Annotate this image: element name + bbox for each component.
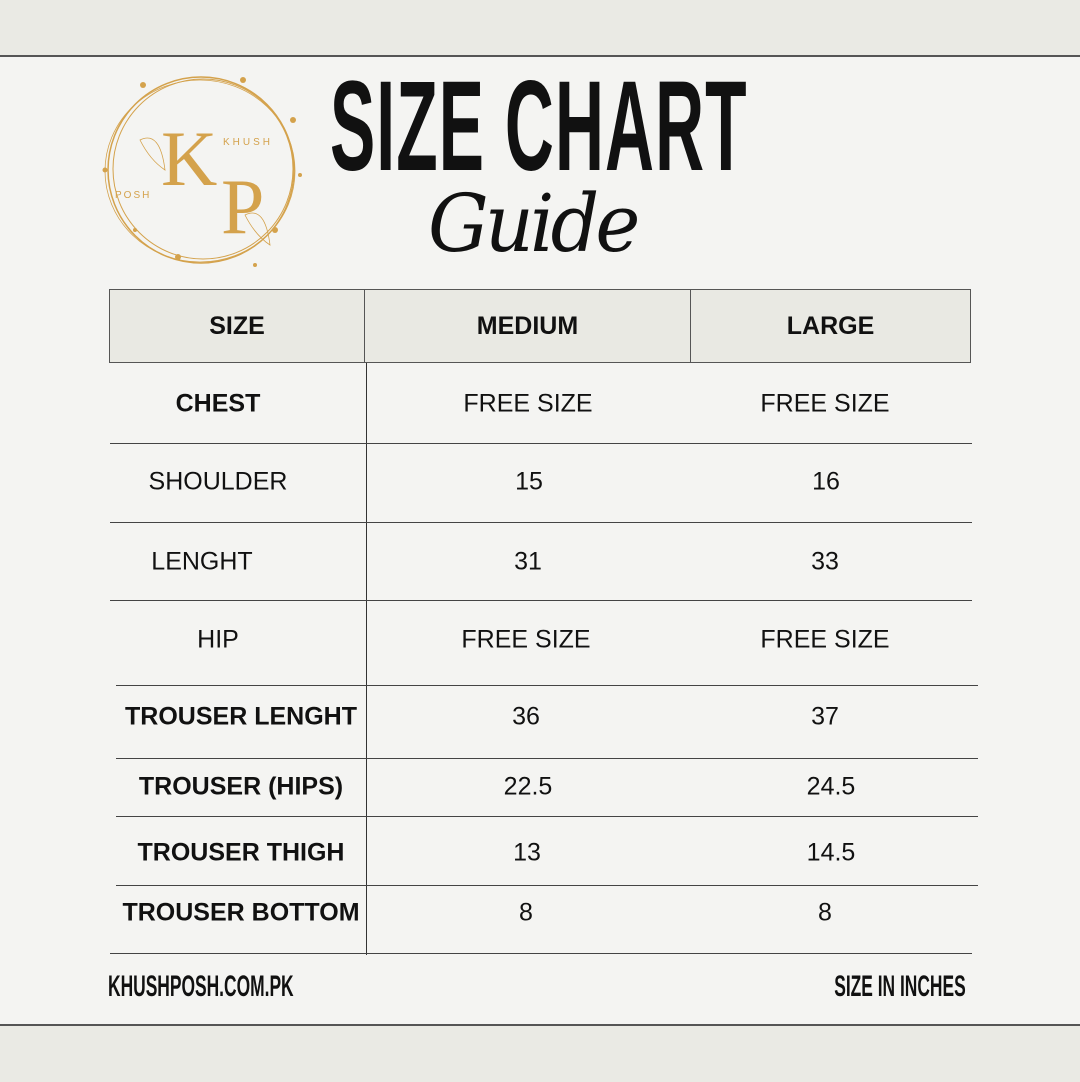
top-band (0, 0, 1080, 57)
logo-monogram-k: K (161, 115, 217, 202)
row-divider (116, 685, 978, 686)
row-large-cell: 24.5 (806, 772, 856, 801)
khush-posh-logo: K P KHUSH POSH (102, 76, 302, 267)
row-label-cell: TROUSER (HIPS) (138, 772, 344, 801)
row-divider (110, 953, 972, 954)
row-label-cell: TROUSER THIGH (137, 838, 345, 867)
page-title: SIZE CHART (330, 55, 748, 198)
row-label-cell: CHEST (175, 389, 261, 418)
logo-brand-top: KHUSH (223, 137, 273, 148)
row-medium-cell: FREE SIZE (463, 389, 593, 418)
row-label-cell: TROUSER BOTTOM (122, 898, 360, 927)
row-label-cell: SHOULDER (148, 467, 288, 496)
logo-brand-bottom: POSH (115, 190, 151, 201)
row-divider (116, 758, 978, 759)
row-large-cell: 37 (811, 702, 839, 731)
row-large-cell: FREE SIZE (760, 389, 890, 418)
row-medium-cell: FREE SIZE (461, 625, 591, 654)
row-large-cell: 33 (811, 547, 839, 576)
bottom-band (0, 1024, 1080, 1082)
row-divider (116, 816, 978, 817)
row-medium-cell: 13 (513, 838, 541, 867)
row-label-cell: LENGHT (151, 547, 253, 576)
row-divider (110, 522, 972, 523)
row-divider (110, 600, 972, 601)
row-medium-cell: 22.5 (503, 772, 553, 801)
website-label: KHUSHPOSH.COM.PK (108, 970, 294, 1003)
row-medium-cell: 8 (519, 898, 533, 927)
page-subtitle: Guide (428, 177, 640, 270)
logo-monogram-p: P (221, 163, 264, 250)
row-label-cell: TROUSER LENGHT (125, 702, 357, 731)
row-large-cell: 8 (818, 898, 832, 927)
row-large-cell: FREE SIZE (760, 625, 890, 654)
row-medium-cell: 15 (515, 467, 543, 496)
row-divider (116, 885, 978, 886)
row-large-cell: 16 (812, 467, 840, 496)
column-divider (366, 363, 367, 955)
unit-note: SIZE IN INCHES (834, 970, 966, 1003)
row-label-cell: HIP (197, 625, 239, 654)
header-large: LARGE (690, 289, 971, 363)
row-large-cell: 14.5 (806, 838, 856, 867)
header-size: SIZE (109, 289, 365, 363)
row-medium-cell: 31 (514, 547, 542, 576)
row-divider (110, 443, 972, 444)
header-medium: MEDIUM (364, 289, 691, 363)
row-medium-cell: 36 (512, 702, 540, 731)
